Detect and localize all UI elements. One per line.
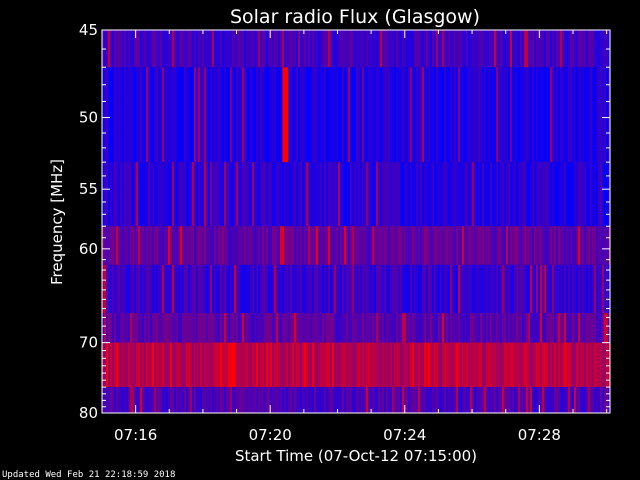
heatmap-area <box>102 30 610 413</box>
x-axis: 07:16 07:20 07:24 07:28 <box>101 30 608 444</box>
y-tick-label: 80 <box>79 404 98 422</box>
plot-frame <box>101 29 611 414</box>
x-axis-label: Start Time (07-Oct-12 07:15:00) <box>235 447 477 465</box>
burst-event <box>282 67 289 163</box>
x-tick-label: 07:28 <box>518 426 561 444</box>
y-tick-label: 70 <box>79 334 98 352</box>
y-axis-label: Frequency [MHz] <box>48 159 66 285</box>
updated-timestamp: Updated Wed Feb 21 22:18:59 2018 <box>2 470 175 480</box>
y-tick-label: 55 <box>79 180 98 198</box>
y-tick-label: 60 <box>79 240 98 258</box>
frequency-band <box>102 30 610 68</box>
y-axis: 45 50 55 60 70 80 <box>79 21 610 422</box>
x-tick-label: 07:24 <box>383 426 426 444</box>
frequency-band <box>102 264 610 314</box>
x-tick-label: 07:20 <box>249 426 292 444</box>
chart-title: Solar radio Flux (Glasgow) <box>230 6 480 28</box>
x-tick-label: 07:16 <box>114 426 157 444</box>
frequency-band <box>102 313 610 343</box>
frequency-band <box>102 342 610 388</box>
y-tick-label: 50 <box>79 109 98 127</box>
frequency-band <box>102 67 610 163</box>
frequency-band <box>102 387 610 413</box>
y-tick-label: 45 <box>79 21 98 39</box>
frequency-band <box>102 226 610 265</box>
frequency-band <box>102 162 610 227</box>
